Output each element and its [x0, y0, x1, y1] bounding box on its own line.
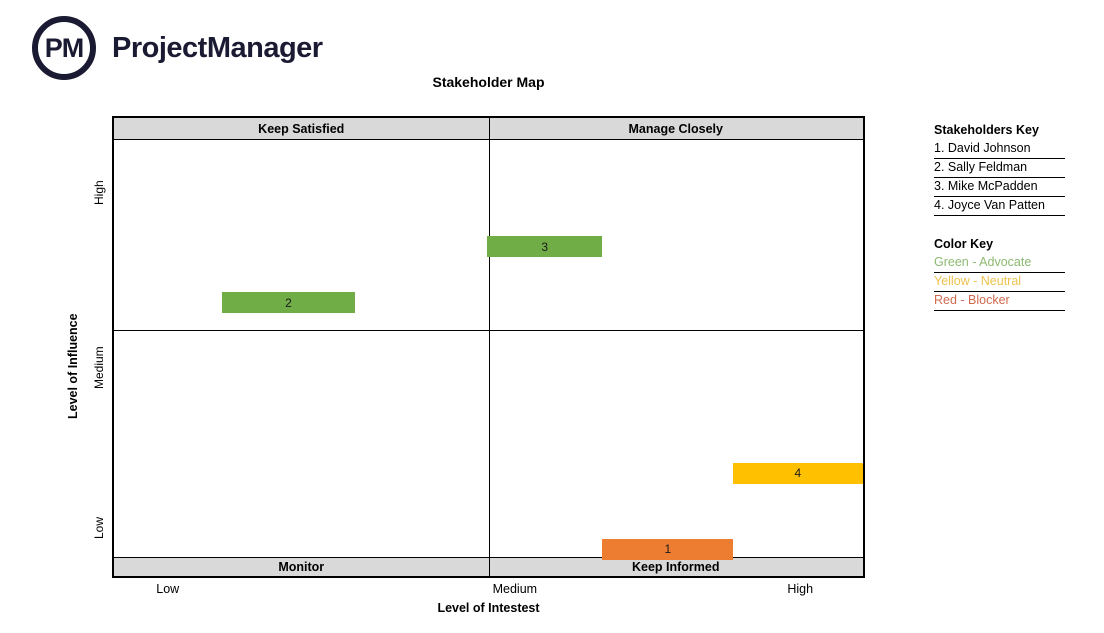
- stakeholder-bar-2: 2: [221, 292, 356, 314]
- stakeholders-key-title: Stakeholders Key: [934, 123, 1039, 137]
- quadrant-vertical-divider: [488, 118, 490, 576]
- y-tick-medium: Medium: [92, 346, 106, 390]
- plot-area: Keep Satisfied Manage Closely Monitor Ke…: [112, 116, 865, 578]
- color-key-item-1: Green - Advocate: [934, 254, 1065, 273]
- quadrant-label-monitor: Monitor: [278, 560, 325, 574]
- quadrant-label-manage-closely: Manage Closely: [628, 121, 723, 136]
- stakeholders-key-panel: Stakeholders Key 1. David Johnson 2. Sall…: [934, 123, 1065, 216]
- brand-name: ProjectManager: [112, 31, 323, 64]
- stakeholder-bar-4: 4: [732, 462, 863, 484]
- quadrant-label-keep-informed: Keep Informed: [631, 560, 720, 574]
- y-tick-high: High: [92, 180, 106, 206]
- brand-logo: PM ProjectManager: [32, 16, 323, 80]
- quadrant-label-keep-satisfied: Keep Satisfied: [258, 121, 345, 136]
- y-tick-low: Low: [92, 517, 106, 540]
- color-key-title: Color Key: [934, 237, 994, 251]
- pm-monogram-icon: PM: [32, 16, 96, 80]
- y-axis-title: Level of Influence: [66, 313, 80, 419]
- stakeholders-key-list: 1. David Johnson 2. Sally Feldman 3. Mike …: [934, 140, 1065, 216]
- color-key-item-2: Yellow - Neutral: [934, 273, 1065, 292]
- color-key-list: Green - Advocate Yellow - Neutral Red - Bl…: [934, 254, 1065, 311]
- color-key-panel: Color Key Green - Advocate Yellow - Neutr…: [934, 237, 1065, 311]
- stakeholder-key-item-1: 1. David Johnson: [934, 140, 1065, 159]
- stakeholder-key-item-3: 3. Mike McPadden: [934, 178, 1065, 197]
- pm-monogram-text: PM: [44, 32, 84, 63]
- chart-title: Stakeholder Map: [432, 74, 545, 90]
- x-tick-medium: Medium: [492, 582, 538, 596]
- x-tick-low: Low: [156, 582, 180, 596]
- plot-area-inner: 1 2 3 4: [114, 118, 863, 576]
- stakeholder-key-item-4: 4. Joyce Van Patten: [934, 197, 1065, 216]
- stakeholder-bar-1: 1: [602, 538, 734, 560]
- x-axis-title: Level of Intestest: [437, 601, 540, 615]
- stakeholder-bar-3: 3: [487, 236, 603, 258]
- stakeholder-key-item-2: 2. Sally Feldman: [934, 159, 1065, 178]
- quadrant-horizontal-divider: [114, 330, 863, 331]
- x-tick-high: High: [787, 582, 814, 596]
- color-key-item-3: Red - Blocker: [934, 292, 1065, 311]
